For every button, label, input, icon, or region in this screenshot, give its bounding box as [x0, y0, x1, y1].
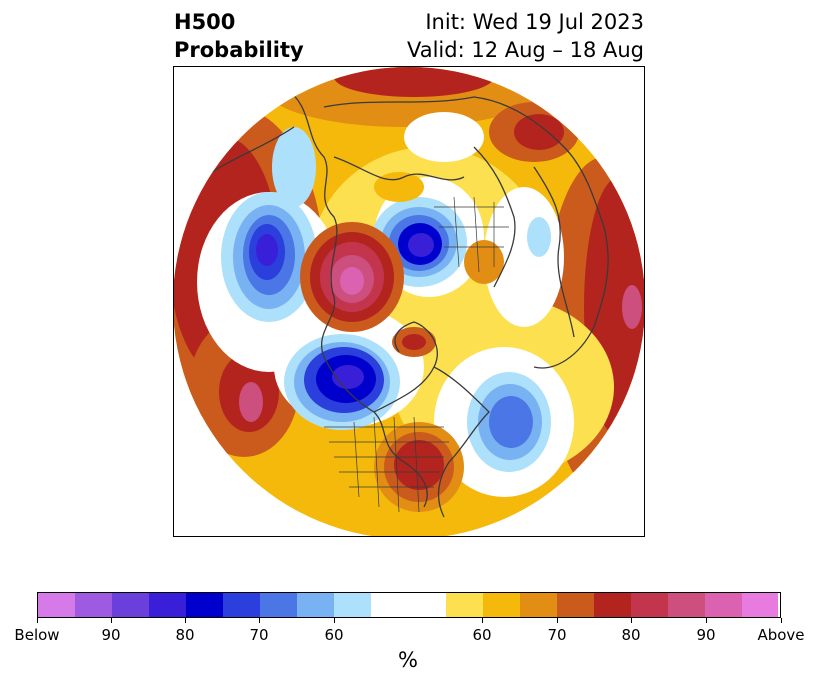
- red-mid-95: [340, 267, 364, 295]
- red-hudson-80: [402, 334, 426, 350]
- blue-arctic-90: [408, 233, 434, 257]
- colorbar-segment: [112, 593, 149, 617]
- colorbar-tick-label: 70: [547, 626, 567, 644]
- title-right: Init: Wed 19 Jul 2023 Valid: 12 Aug – 18…: [407, 8, 644, 64]
- colorbar-segment: [186, 593, 223, 617]
- title-product: Probability: [174, 38, 304, 62]
- colorbar-tick-label: 90: [101, 626, 121, 644]
- red-ne: [514, 114, 564, 150]
- colorbar-segment: [483, 593, 520, 617]
- colorbar-tick-label: 60: [472, 626, 492, 644]
- colorbar-segment: [260, 593, 297, 617]
- borders: [324, 196, 509, 513]
- colorbar-tick-mark: [36, 618, 38, 623]
- colorbar-tick-mark: [110, 618, 112, 623]
- colorbar-tick-mark: [481, 618, 483, 623]
- colorbar-segment: [557, 593, 594, 617]
- colorbar-segment: [371, 593, 409, 617]
- colorbar-segment: [594, 593, 631, 617]
- colorbar-segment: [742, 593, 778, 617]
- colorbar-tick-label: 80: [621, 626, 641, 644]
- blue-atl-70: [489, 396, 533, 448]
- blue-w-80: [256, 234, 278, 266]
- colorbar-tick-mark: [184, 618, 186, 623]
- init-date: Init: Wed 19 Jul 2023: [425, 10, 644, 34]
- probability-map-svg: [174, 67, 644, 536]
- colorbar-segment: [446, 593, 483, 617]
- white-north: [404, 112, 484, 162]
- colorbar-tick-mark: [556, 618, 558, 623]
- magenta-east: [622, 285, 642, 329]
- colorbar-segment: [631, 593, 668, 617]
- title-left: H500 Probability: [174, 8, 304, 64]
- valid-range: Valid: 12 Aug – 18 Aug: [406, 38, 644, 62]
- blue-nw-60: [272, 127, 316, 207]
- colorbar-segment: [334, 593, 371, 617]
- red-north: [334, 67, 494, 97]
- colorbar-segment: [705, 593, 742, 617]
- gold-arctic: [374, 172, 424, 202]
- colorbar-tick-label: 70: [249, 626, 269, 644]
- colorbar-tick-label: Below: [14, 626, 60, 644]
- colorbar-segment: [297, 593, 334, 617]
- magenta-sw: [239, 382, 263, 422]
- colorbar-tick-mark: [630, 618, 632, 623]
- title-variable: H500: [174, 10, 236, 34]
- polar-map: [173, 66, 645, 537]
- colorbar-tick-mark: [258, 618, 260, 623]
- colorbar-segment: [75, 593, 112, 617]
- colorbar-segment: [668, 593, 705, 617]
- colorbar-segment: [520, 593, 557, 617]
- coastlines: [203, 86, 609, 518]
- colorbar-tick-mark: [780, 618, 782, 623]
- red-us-80: [394, 440, 444, 490]
- colorbar-tick-label: 60: [324, 626, 344, 644]
- orange-europe: [464, 240, 504, 284]
- colorbar-segment: [223, 593, 260, 617]
- colorbar-tick-mark: [705, 618, 707, 623]
- colorbar-tick-label: Above: [757, 626, 805, 644]
- colorbar-unit: %: [398, 648, 418, 672]
- blue-ne-60: [527, 217, 551, 257]
- colorbar-tick-label: 80: [175, 626, 195, 644]
- colorbar-segment: [149, 593, 186, 617]
- colorbar-segment: [409, 593, 446, 617]
- colorbar: [37, 592, 781, 618]
- colorbar-tick-label: 90: [696, 626, 716, 644]
- colorbar-tick-mark: [333, 618, 335, 623]
- colorbar-segment: [38, 593, 75, 617]
